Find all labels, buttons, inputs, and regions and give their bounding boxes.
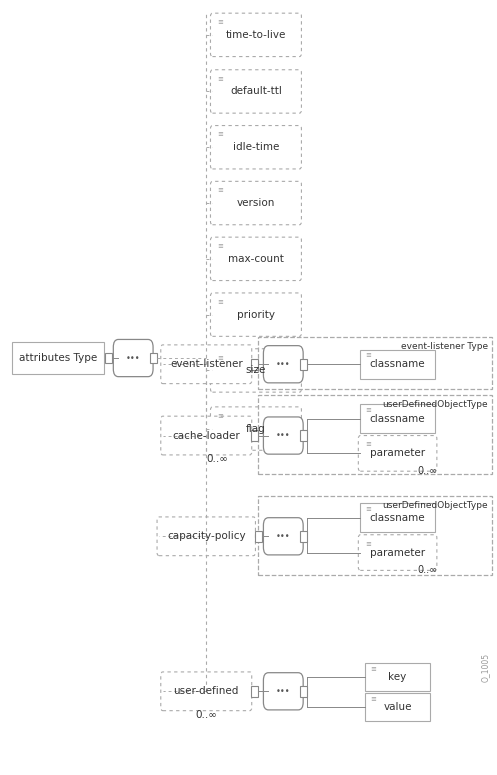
FancyBboxPatch shape bbox=[211, 181, 301, 225]
Bar bbox=[255, 531, 262, 542]
FancyBboxPatch shape bbox=[358, 535, 437, 570]
Text: ≡: ≡ bbox=[218, 76, 223, 82]
Text: parameter: parameter bbox=[370, 548, 425, 557]
Text: ≡: ≡ bbox=[365, 353, 371, 359]
Text: value: value bbox=[383, 702, 412, 711]
Bar bbox=[251, 686, 258, 697]
Bar bbox=[12, 342, 104, 374]
FancyBboxPatch shape bbox=[358, 436, 437, 471]
FancyBboxPatch shape bbox=[263, 417, 303, 454]
Text: flag: flag bbox=[246, 424, 266, 433]
Text: classname: classname bbox=[370, 513, 425, 522]
Text: user-defined: user-defined bbox=[173, 687, 239, 696]
Bar bbox=[360, 503, 435, 532]
Bar bbox=[300, 686, 307, 697]
Bar bbox=[360, 404, 435, 433]
FancyBboxPatch shape bbox=[161, 416, 251, 455]
Bar bbox=[251, 359, 258, 370]
Text: classname: classname bbox=[370, 360, 425, 369]
FancyBboxPatch shape bbox=[161, 345, 251, 384]
Text: default-ttl: default-ttl bbox=[230, 87, 282, 96]
Text: size: size bbox=[246, 366, 266, 375]
Text: key: key bbox=[389, 673, 407, 682]
Text: idle-time: idle-time bbox=[233, 143, 279, 152]
Text: ≡: ≡ bbox=[218, 413, 223, 419]
Text: priority: priority bbox=[237, 310, 275, 319]
Text: •••: ••• bbox=[126, 353, 141, 363]
Text: •••: ••• bbox=[276, 532, 291, 541]
Text: attributes Type: attributes Type bbox=[18, 353, 97, 363]
Text: •••: ••• bbox=[276, 431, 291, 440]
Bar bbox=[300, 359, 307, 370]
Text: ≡: ≡ bbox=[365, 442, 371, 448]
Text: ≡: ≡ bbox=[218, 19, 223, 26]
Text: ≡: ≡ bbox=[370, 666, 376, 673]
Text: time-to-live: time-to-live bbox=[226, 30, 286, 40]
Text: parameter: parameter bbox=[370, 449, 425, 458]
Bar bbox=[258, 496, 492, 575]
Bar bbox=[365, 663, 430, 691]
Text: O_1005: O_1005 bbox=[481, 653, 490, 682]
FancyBboxPatch shape bbox=[211, 237, 301, 281]
Bar bbox=[258, 337, 492, 389]
Text: userDefinedObjectType: userDefinedObjectType bbox=[382, 501, 488, 510]
FancyBboxPatch shape bbox=[263, 518, 303, 555]
Bar bbox=[300, 531, 307, 542]
FancyBboxPatch shape bbox=[211, 293, 301, 336]
Text: ≡: ≡ bbox=[218, 132, 223, 138]
Text: ≡: ≡ bbox=[370, 696, 376, 702]
FancyBboxPatch shape bbox=[211, 349, 301, 392]
Bar bbox=[251, 430, 258, 441]
Text: 0..∞: 0..∞ bbox=[195, 710, 217, 719]
Text: ≡: ≡ bbox=[218, 299, 223, 305]
Bar bbox=[105, 353, 112, 363]
FancyBboxPatch shape bbox=[211, 13, 301, 57]
Text: capacity-policy: capacity-policy bbox=[167, 532, 246, 541]
Text: userDefinedObjectType: userDefinedObjectType bbox=[382, 400, 488, 409]
Text: max-count: max-count bbox=[228, 254, 284, 264]
Text: 0..∞: 0..∞ bbox=[206, 454, 228, 463]
FancyBboxPatch shape bbox=[263, 673, 303, 710]
FancyBboxPatch shape bbox=[211, 70, 301, 113]
Bar bbox=[150, 353, 157, 363]
Text: ≡: ≡ bbox=[218, 355, 223, 361]
FancyBboxPatch shape bbox=[211, 407, 301, 450]
Text: event-listener: event-listener bbox=[170, 360, 243, 369]
FancyBboxPatch shape bbox=[263, 346, 303, 383]
Text: cache-loader: cache-loader bbox=[172, 431, 240, 440]
Text: ≡: ≡ bbox=[365, 541, 371, 547]
FancyBboxPatch shape bbox=[157, 517, 255, 556]
Text: •••: ••• bbox=[276, 687, 291, 696]
Text: ≡: ≡ bbox=[365, 407, 371, 413]
FancyBboxPatch shape bbox=[211, 126, 301, 169]
FancyBboxPatch shape bbox=[161, 672, 251, 711]
Bar bbox=[360, 350, 435, 379]
Bar bbox=[365, 693, 430, 721]
Text: version: version bbox=[237, 198, 275, 208]
Text: ≡: ≡ bbox=[365, 506, 371, 512]
Bar bbox=[258, 395, 492, 474]
Text: 0..∞: 0..∞ bbox=[417, 566, 437, 575]
Text: ≡: ≡ bbox=[218, 188, 223, 194]
Text: classname: classname bbox=[370, 414, 425, 423]
Text: •••: ••• bbox=[276, 360, 291, 369]
FancyBboxPatch shape bbox=[113, 339, 153, 377]
Bar bbox=[300, 430, 307, 441]
Text: event-listener Type: event-listener Type bbox=[401, 342, 488, 351]
Text: 0..∞: 0..∞ bbox=[417, 467, 437, 476]
Text: ≡: ≡ bbox=[218, 243, 223, 250]
